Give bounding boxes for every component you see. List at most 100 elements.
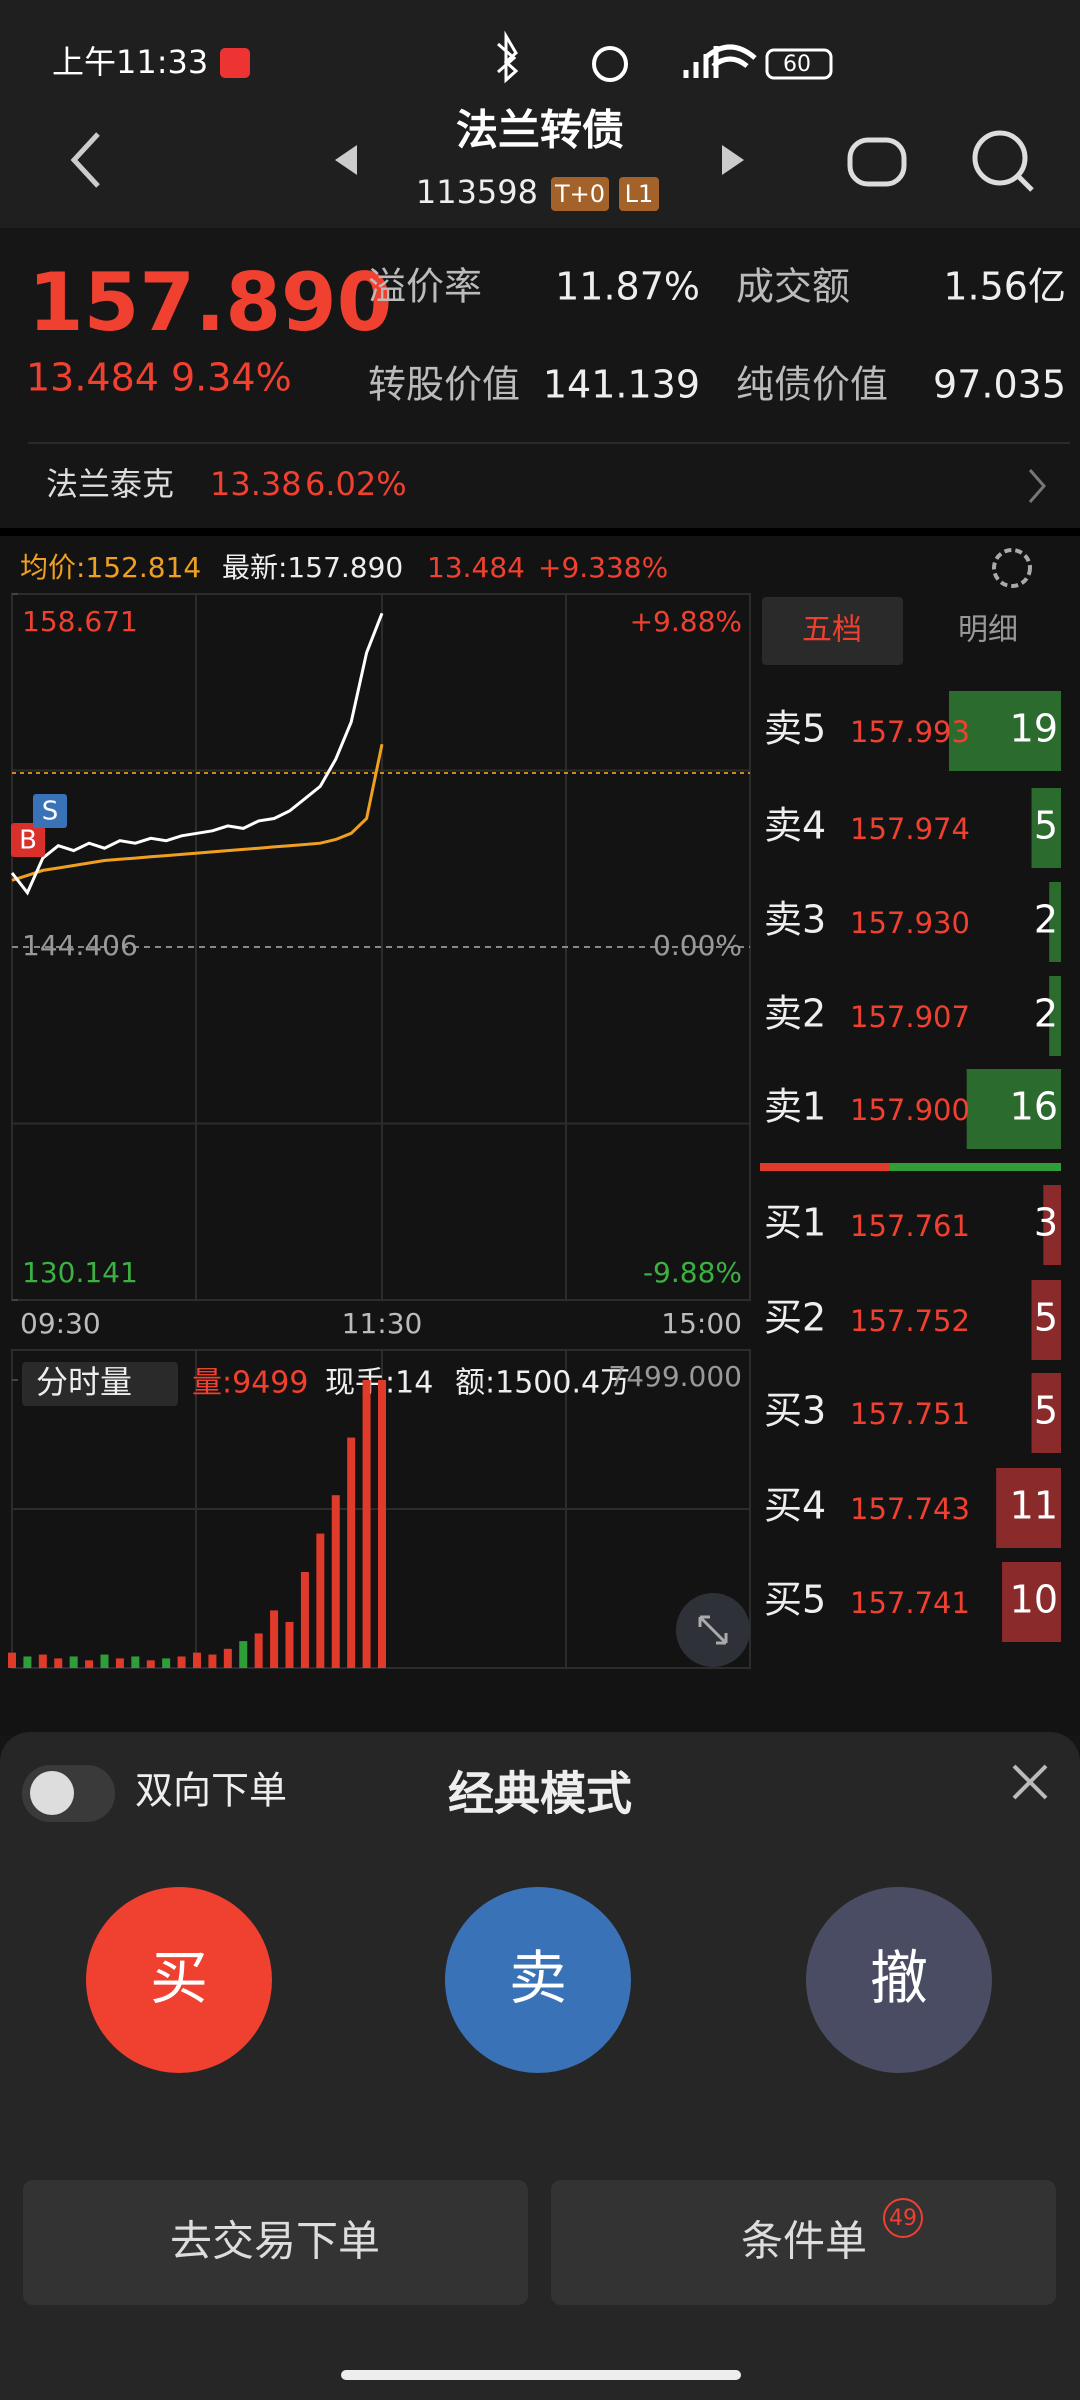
time-label: 15:00	[661, 1307, 742, 1340]
next-button[interactable]	[722, 145, 744, 175]
volume-bar	[23, 1656, 32, 1668]
level-label: 买3	[764, 1389, 826, 1433]
volume-bar	[193, 1652, 201, 1668]
level-label: 买1	[764, 1201, 826, 1245]
underlying-change: 6.02%	[305, 465, 407, 503]
level-label: 卖4	[764, 804, 826, 848]
close-button[interactable]	[1012, 1764, 1048, 1800]
price-change: 13.484	[26, 356, 159, 400]
robot-button[interactable]	[847, 137, 907, 187]
level-volume: 11	[1010, 1484, 1058, 1528]
badge-count: 49	[889, 2206, 917, 2231]
volume-bar	[69, 1656, 78, 1668]
avg-line	[11, 743, 384, 882]
battery-icon	[765, 48, 833, 80]
last-price: 157.890	[28, 256, 392, 349]
trade-label: 去交易下单	[170, 2217, 380, 2266]
level-price: 157.741	[850, 1586, 970, 1620]
volume-bar	[331, 1495, 340, 1668]
buy-button[interactable]	[86, 1887, 272, 2073]
level-price: 157.752	[850, 1304, 970, 1338]
level-volume: 5	[1034, 1389, 1058, 1433]
ratio-bar-red	[760, 1163, 890, 1171]
chart-change-pct: +9.338%	[538, 551, 668, 584]
volume-bar	[177, 1656, 186, 1668]
volume-bar	[239, 1641, 248, 1668]
volume-amount: 额:1500.4万	[455, 1366, 630, 1401]
underlying-price: 13.38	[210, 465, 302, 503]
volume-bar	[38, 1654, 47, 1668]
volume-bar	[85, 1660, 94, 1668]
level-price: 157.993	[850, 715, 970, 749]
trade-marker	[33, 794, 67, 828]
search-handle	[1016, 174, 1034, 192]
trade-marker-label: S	[42, 797, 59, 827]
bond-title: 法兰转债	[456, 106, 624, 155]
volume-bar	[254, 1633, 263, 1668]
ratio-bar-green	[890, 1163, 1061, 1171]
toggle-knob	[30, 1771, 74, 1815]
level-price: 157.743	[850, 1492, 970, 1526]
home-indicator	[341, 2370, 741, 2380]
depth-bar	[1043, 1185, 1061, 1265]
depth-bar	[1049, 976, 1061, 1056]
sell-button[interactable]	[445, 1887, 631, 2073]
tab-active	[762, 597, 903, 665]
condition-button[interactable]	[551, 2180, 1056, 2305]
volume-bar	[300, 1571, 309, 1668]
price-tick-label: 130.141	[22, 1256, 138, 1289]
volume-bar	[100, 1654, 109, 1668]
volume-bar	[316, 1533, 325, 1668]
volume-bar	[131, 1656, 140, 1668]
volume-bar	[162, 1658, 171, 1668]
tab: 明细	[958, 613, 1018, 648]
volume-max-label: 7499.000	[608, 1360, 742, 1393]
level-volume: 5	[1034, 1296, 1058, 1340]
level-volume: 19	[1010, 707, 1058, 751]
trade-marker	[11, 823, 45, 857]
level-volume: 5	[1034, 804, 1058, 848]
trade-marker-label: B	[19, 826, 37, 856]
buy-label: 买	[150, 1944, 208, 2012]
tag	[619, 177, 659, 211]
depth-bar	[1031, 1280, 1061, 1360]
volume-bar	[223, 1648, 232, 1668]
toggle-label: 双向下单	[135, 1769, 287, 1813]
volume-bar	[378, 1380, 386, 1668]
prev-button[interactable]	[335, 145, 357, 175]
volume-bar	[270, 1610, 279, 1668]
depth-bar	[996, 1468, 1061, 1548]
time-label: 11:30	[342, 1307, 423, 1340]
wifi-icon	[703, 44, 757, 69]
volume-total: 量:9499	[192, 1366, 308, 1401]
trade-button[interactable]	[23, 2180, 528, 2305]
price-tick-label: 144.406	[22, 929, 138, 962]
cancel-button[interactable]	[806, 1887, 992, 2073]
volume-bar	[8, 1652, 16, 1668]
level-label: 买4	[764, 1484, 826, 1528]
condition-label: 条件单	[741, 2217, 867, 2266]
back-button[interactable]	[70, 132, 100, 188]
stat-value: 141.139	[543, 363, 700, 407]
bluetooth-icon	[497, 30, 519, 84]
underlying-link[interactable]	[1028, 469, 1046, 503]
pct-tick-label: +9.88%	[630, 605, 742, 638]
settings-button[interactable]	[992, 548, 1032, 588]
battery-level: 60	[783, 52, 811, 77]
level-label: 卖2	[764, 992, 826, 1036]
avg-price: 均价:152.814	[20, 551, 201, 584]
depth-bar	[1031, 788, 1061, 868]
search-button[interactable]	[972, 130, 1028, 186]
level-volume: 16	[1010, 1085, 1058, 1129]
pct-tick-label: -9.88%	[643, 1256, 742, 1289]
depth-bar	[1031, 1373, 1061, 1453]
level-volume: 10	[1010, 1578, 1058, 1622]
depth-bar	[949, 691, 1061, 771]
stat-label: 纯债价值	[736, 363, 888, 407]
stat-value: 11.87%	[555, 265, 700, 309]
app-icon	[220, 48, 250, 78]
level-volume: 2	[1034, 898, 1058, 942]
volume-selector	[22, 1362, 178, 1406]
